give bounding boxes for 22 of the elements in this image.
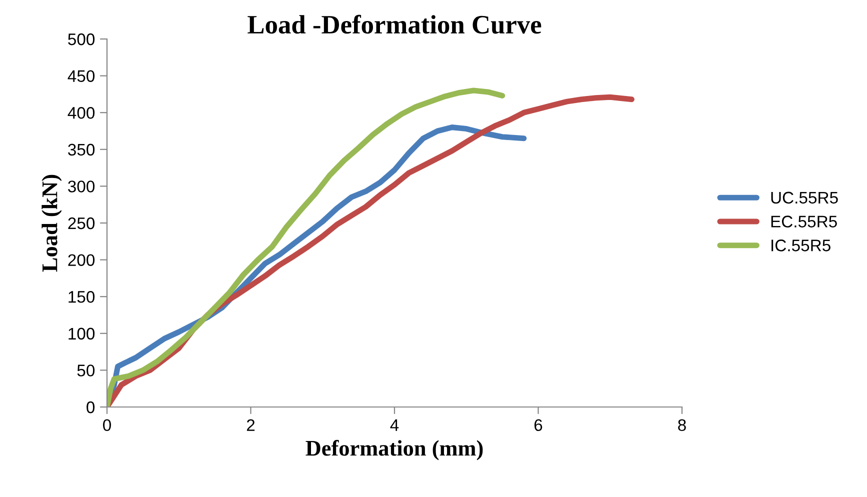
- x-tick-label: 0: [103, 419, 111, 432]
- y-tick-label: 350: [68, 144, 95, 156]
- x-axis-title: Deformation (mm): [306, 440, 483, 460]
- y-tick-label: 200: [68, 254, 95, 266]
- legend-label: EC.55R5: [771, 216, 837, 228]
- y-tick-label: 0: [86, 401, 95, 414]
- x-tick-label: 8: [678, 419, 686, 432]
- x-tick-label: 4: [390, 419, 399, 431]
- y-axis-title: Load (kN): [42, 174, 62, 272]
- chart-title: Load -Deformation Curve: [248, 14, 542, 34]
- y-tick-label: 250: [68, 217, 95, 230]
- y-tick-label: 100: [68, 328, 95, 340]
- y-tick-label: 450: [68, 70, 95, 82]
- legend-label: IC.55R5: [772, 240, 830, 252]
- x-tick-label: 6: [534, 419, 542, 432]
- y-tick-label: 50: [77, 364, 95, 376]
- y-tick-label: 150: [68, 291, 95, 303]
- y-tick-label: 300: [68, 180, 95, 192]
- y-tick-label: 500: [68, 33, 95, 46]
- legend-label: UC.55R5: [771, 192, 838, 204]
- y-tick-label: 400: [68, 107, 95, 119]
- x-tick-label: 2: [246, 419, 255, 431]
